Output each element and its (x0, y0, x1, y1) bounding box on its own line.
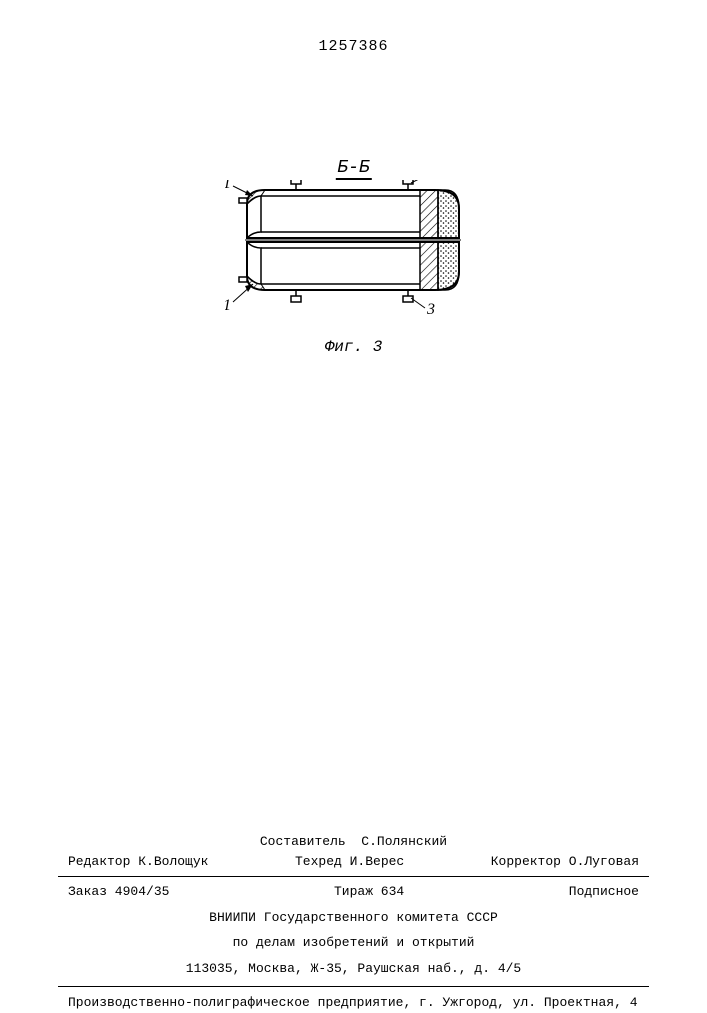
corrector-label: Корректор (491, 854, 561, 869)
order-number: Заказ 4904/35 (68, 882, 169, 902)
printer-line: Производственно-полиграфическое предприя… (68, 993, 639, 1013)
circulation: Тираж 634 (334, 882, 404, 902)
section-drawing-svg: 1 1 3 3 (225, 180, 485, 330)
imprint-block: Составитель С.Полянский Редактор К.Волощ… (68, 832, 639, 1013)
callout-1-top: 1 (225, 180, 231, 192)
compiler-label: Составитель (260, 834, 346, 849)
org-line-1: ВНИИПИ Государственного комитета СССР (68, 908, 639, 928)
divider (58, 876, 649, 877)
section-label: Б-Б (335, 158, 371, 180)
figure-3-diagram: 1 1 3 3 (225, 180, 485, 330)
teched-label: Техред (295, 854, 342, 869)
editor-name: К.Волощук (138, 854, 208, 869)
org-line-2: по делам изобретений и открытий (68, 933, 639, 953)
subscription: Подписное (569, 882, 639, 902)
editor-label: Редактор (68, 854, 130, 869)
callout-1-bottom: 1 (225, 297, 231, 314)
org-address: 113035, Москва, Ж-35, Раушская наб., д. … (68, 959, 639, 979)
figure-caption: Фиг. 3 (325, 338, 383, 356)
teched-name: И.Верес (350, 854, 405, 869)
callout-3-top: 3 (426, 180, 435, 182)
corrector-name: О.Луговая (569, 854, 639, 869)
divider (58, 986, 649, 987)
document-number: 1257386 (318, 38, 388, 55)
callout-3-bottom: 3 (426, 301, 435, 318)
compiler-name: С.Полянский (361, 834, 447, 849)
